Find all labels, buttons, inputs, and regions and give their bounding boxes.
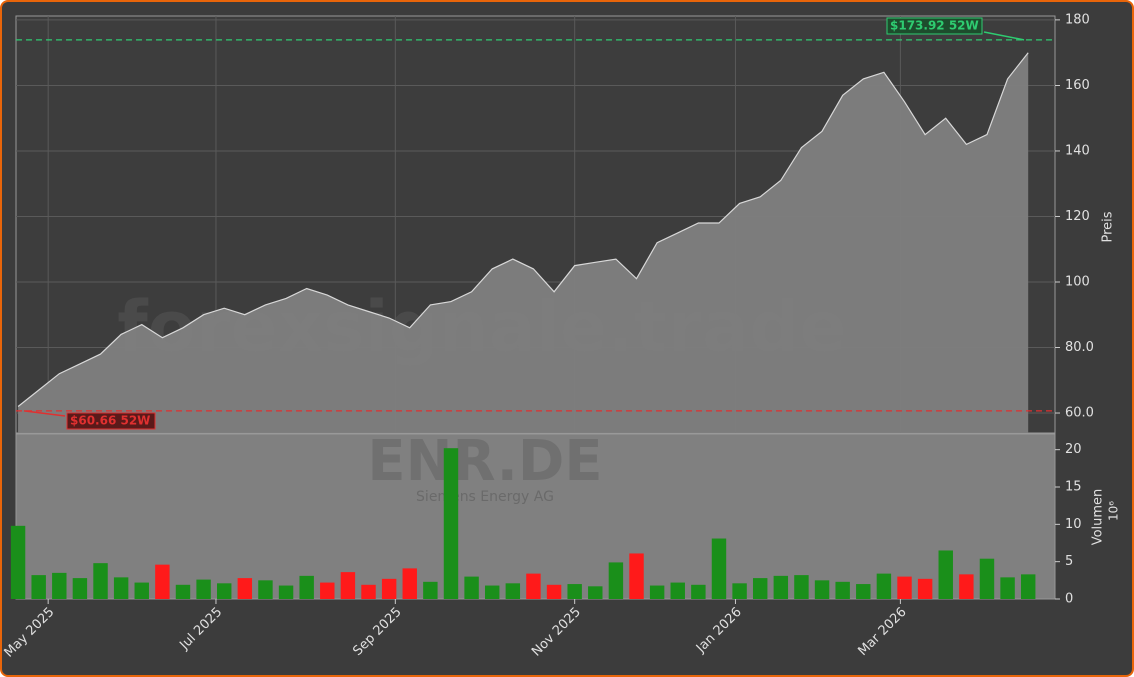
y-tick-label: 80.0 <box>1065 340 1094 355</box>
volume-bar <box>134 582 149 599</box>
volume-bar <box>155 564 170 599</box>
volume-bar <box>526 573 541 599</box>
volume-bar <box>938 550 953 599</box>
volume-bar <box>175 584 191 599</box>
volume-bar <box>732 583 747 599</box>
volume-bar <box>237 578 253 599</box>
y-tick-label: 20 <box>1065 442 1082 457</box>
level-label: $60.66 52W <box>70 414 150 428</box>
volume-bar <box>93 563 108 599</box>
volume-bar <box>196 579 211 599</box>
volume-bar <box>1000 577 1015 599</box>
volume-bar <box>443 448 459 599</box>
level-arrow <box>23 410 66 417</box>
volume-bar <box>917 578 933 599</box>
volume-bar <box>113 577 129 599</box>
volume-bar <box>464 576 479 599</box>
volume-bar <box>72 578 88 599</box>
volume-bar <box>402 568 417 599</box>
level-arrow <box>983 31 1025 41</box>
volume-bar <box>361 584 376 599</box>
price-line <box>17 52 1029 407</box>
volume-bar <box>588 586 603 599</box>
volume-bar <box>423 581 438 599</box>
level-label-box <box>886 17 983 35</box>
y-axis-unit: 10⁶ <box>1107 501 1121 521</box>
watermark-sub: Siemens Energy AG <box>416 489 554 505</box>
x-tick-label: Nov 2025 <box>529 605 584 660</box>
volume-bar <box>979 558 995 599</box>
volume-bar <box>856 584 871 599</box>
volume-bar <box>649 585 665 599</box>
volume-bar <box>10 525 26 599</box>
level-label: $173.92 52W <box>890 19 979 33</box>
volume-bar <box>691 584 706 599</box>
volume-bar <box>216 583 232 599</box>
volume-bar <box>258 580 273 599</box>
y-tick-label: 120 <box>1065 209 1090 224</box>
volume-bar <box>773 575 789 599</box>
y-tick-label: 180 <box>1065 12 1090 27</box>
volume-bar <box>299 575 314 599</box>
x-tick-label: May 2025 <box>2 605 57 661</box>
volume-bar <box>629 553 644 599</box>
volume-bar <box>814 580 830 599</box>
volume-bar <box>31 575 46 599</box>
volume-bar <box>835 581 850 599</box>
watermark: ENR.DE <box>367 429 602 494</box>
volume-bar <box>897 576 912 599</box>
y-tick-label: 160 <box>1065 78 1090 93</box>
y-tick-label: 5 <box>1065 554 1073 569</box>
x-tick-label: Sep 2025 <box>350 605 404 659</box>
y-tick-label: 60.0 <box>1065 406 1094 421</box>
volume-bar <box>340 572 356 599</box>
volume-bar <box>959 574 974 599</box>
volume-bar <box>381 578 397 599</box>
volume-bar <box>794 575 809 599</box>
volume-bar <box>711 538 727 599</box>
volume-bar <box>484 585 500 599</box>
price-area <box>18 52 1029 433</box>
volume-bar <box>567 584 582 599</box>
level-label-box <box>66 412 156 430</box>
y-axis-label: Preis <box>1101 211 1116 242</box>
volume-bar <box>670 582 685 599</box>
x-tick-label: Jul 2025 <box>177 605 226 654</box>
x-tick-label: Mar 2026 <box>855 605 909 659</box>
volume-bar <box>608 562 624 599</box>
x-tick-label: Jan 2026 <box>693 605 745 657</box>
y-tick-label: 140 <box>1065 143 1090 158</box>
y-axis-label: Volumen <box>1091 489 1106 546</box>
volume-bar <box>52 572 67 599</box>
y-tick-label: 100 <box>1065 274 1090 289</box>
volume-bar <box>505 583 521 599</box>
volume-pane <box>15 433 1056 600</box>
y-tick-label: 10 <box>1065 517 1082 532</box>
volume-bar <box>752 578 768 599</box>
y-tick-label: 15 <box>1065 480 1082 495</box>
volume-bar <box>320 582 335 599</box>
volume-bar <box>1020 574 1036 599</box>
volume-bar <box>546 584 562 599</box>
volume-bar <box>278 585 294 599</box>
y-tick-label: 0 <box>1065 592 1073 607</box>
volume-bar <box>876 573 892 599</box>
